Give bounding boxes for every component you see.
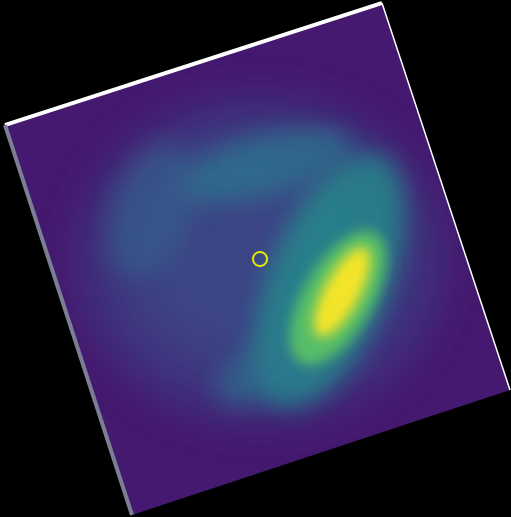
right-edge xyxy=(381,2,511,391)
top-edge xyxy=(4,1,383,127)
left-arc xyxy=(105,142,195,278)
left-edge xyxy=(3,124,134,516)
bright-core xyxy=(313,247,371,337)
marker-circle xyxy=(252,251,268,267)
upper-arc xyxy=(177,127,353,203)
